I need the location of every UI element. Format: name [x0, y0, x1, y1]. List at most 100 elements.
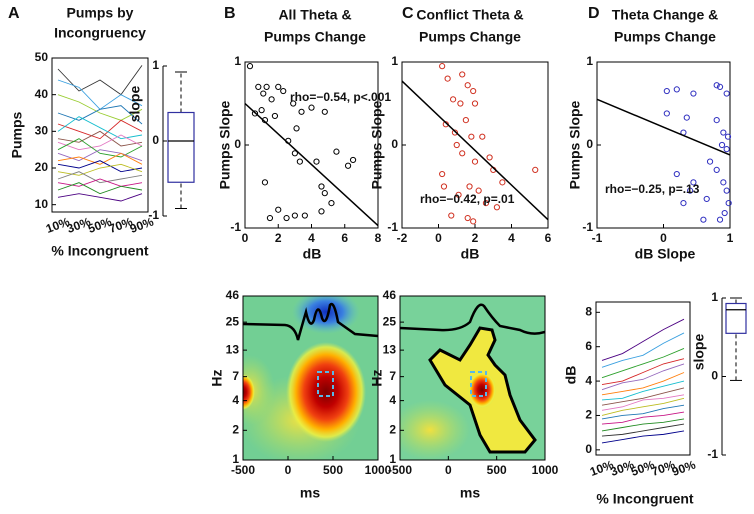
scatter-point [308, 104, 315, 111]
scatter-point [439, 170, 446, 178]
x-tick-label: 2 [472, 231, 479, 245]
scatter-point [293, 125, 300, 132]
scatter-point [263, 83, 270, 91]
x-tick-label: 0 [445, 463, 452, 477]
scatter-point [720, 179, 727, 186]
y-tick-label: 13 [226, 342, 240, 356]
scatter-point [457, 100, 464, 107]
scatter-point [706, 158, 714, 165]
scatter-point [440, 183, 448, 190]
x-tick-label: 0 [285, 463, 292, 477]
x-axis-label: dB [303, 246, 322, 262]
scatter-point [261, 179, 269, 186]
y-axis-label: Hz [209, 369, 225, 386]
fit-line [244, 102, 379, 227]
series-line [57, 116, 143, 140]
scatter-point [280, 87, 287, 95]
y-tick-label: 2 [232, 422, 239, 436]
scatter-point [290, 100, 297, 107]
scatter-point [470, 87, 477, 95]
scatter-point [318, 183, 325, 190]
scatter-point [260, 90, 267, 97]
series-line [601, 332, 685, 368]
scatter-point [482, 200, 490, 207]
scatter-point [246, 63, 254, 70]
y-tick-label: 0 [234, 137, 241, 151]
scatter-point [690, 179, 697, 186]
x-tick-label: 1000 [365, 463, 392, 477]
plot-frame [399, 295, 546, 461]
scatter-point [486, 154, 493, 161]
series-line [57, 138, 143, 158]
scatter-point [718, 141, 726, 149]
y-tick-label: -1 [707, 447, 718, 461]
scatter-point [268, 96, 275, 103]
x-axis-label: % Incongruent [596, 491, 694, 507]
scatter-point [663, 110, 670, 117]
y-tick-label: 2 [389, 422, 396, 436]
x-tick-label: -500 [231, 463, 255, 477]
x-tick-label: 90% [670, 457, 698, 478]
scatter-point [266, 214, 274, 222]
box [725, 302, 747, 334]
y-tick-label: 20 [35, 160, 49, 174]
series-line [601, 318, 685, 361]
scatter-point [448, 212, 455, 219]
scatter-point [680, 200, 687, 207]
scatter-point [703, 195, 710, 203]
scatter-point [683, 114, 690, 121]
series-line [57, 152, 143, 165]
y-tick-label: 4 [585, 373, 592, 387]
y-tick-label: 0 [585, 442, 592, 456]
plot-frame [596, 61, 731, 229]
scatter-point [459, 71, 466, 78]
scatter-point [291, 150, 298, 157]
scatter-point [468, 133, 475, 140]
y-tick-label: 1 [234, 54, 241, 68]
annotation: rho=−0.54, p<.001 [290, 90, 391, 104]
y-tick-label: 0 [711, 369, 718, 383]
chart-title: Pumps Change [264, 29, 366, 45]
plot-frame [244, 61, 379, 229]
annotation: rho=−0.42, p=.01 [420, 192, 515, 206]
scatter-point [466, 183, 473, 190]
y-tick-label: 46 [226, 288, 240, 302]
scatter-point [439, 63, 446, 70]
scatter-point [321, 108, 328, 115]
scatter-point [313, 158, 320, 165]
scatter-point [349, 156, 357, 164]
x-tick-label: 0 [435, 231, 442, 245]
scatter-point [723, 187, 730, 194]
y-tick-label: 4 [232, 393, 239, 407]
panel-label: D [588, 5, 600, 22]
series-line [601, 348, 685, 379]
scatter-point [455, 191, 462, 198]
scatter-point [471, 158, 479, 165]
heatmap-image [400, 296, 545, 460]
heatmap-image [243, 296, 378, 460]
y-tick-label: 13 [383, 342, 397, 356]
scatter-point [716, 216, 724, 223]
y-tick-label: 40 [35, 87, 49, 101]
scatter-point [470, 218, 477, 225]
y-axis-label: dB [563, 366, 579, 385]
chart-title: Conflict Theta & [416, 7, 523, 23]
box [167, 111, 195, 183]
scatter-point [450, 96, 457, 103]
y-tick-label: 4 [389, 393, 396, 407]
y-axis-label: Pumps Slope [217, 100, 233, 189]
scatter-point [321, 190, 328, 197]
scatter-point [471, 100, 479, 107]
series-line [601, 411, 685, 425]
x-tick-label: 2 [275, 231, 282, 245]
scatter-point [301, 212, 308, 219]
scatter-point [690, 90, 697, 97]
y-tick-label: 2 [585, 408, 592, 422]
series-line [601, 363, 685, 391]
y-tick-label: 25 [383, 314, 397, 328]
y-tick-label: 0 [391, 137, 398, 151]
scatter-point [713, 166, 720, 173]
chart-title: Pumps Change [614, 29, 716, 45]
scatter-point [724, 133, 732, 140]
series-line [601, 397, 685, 416]
